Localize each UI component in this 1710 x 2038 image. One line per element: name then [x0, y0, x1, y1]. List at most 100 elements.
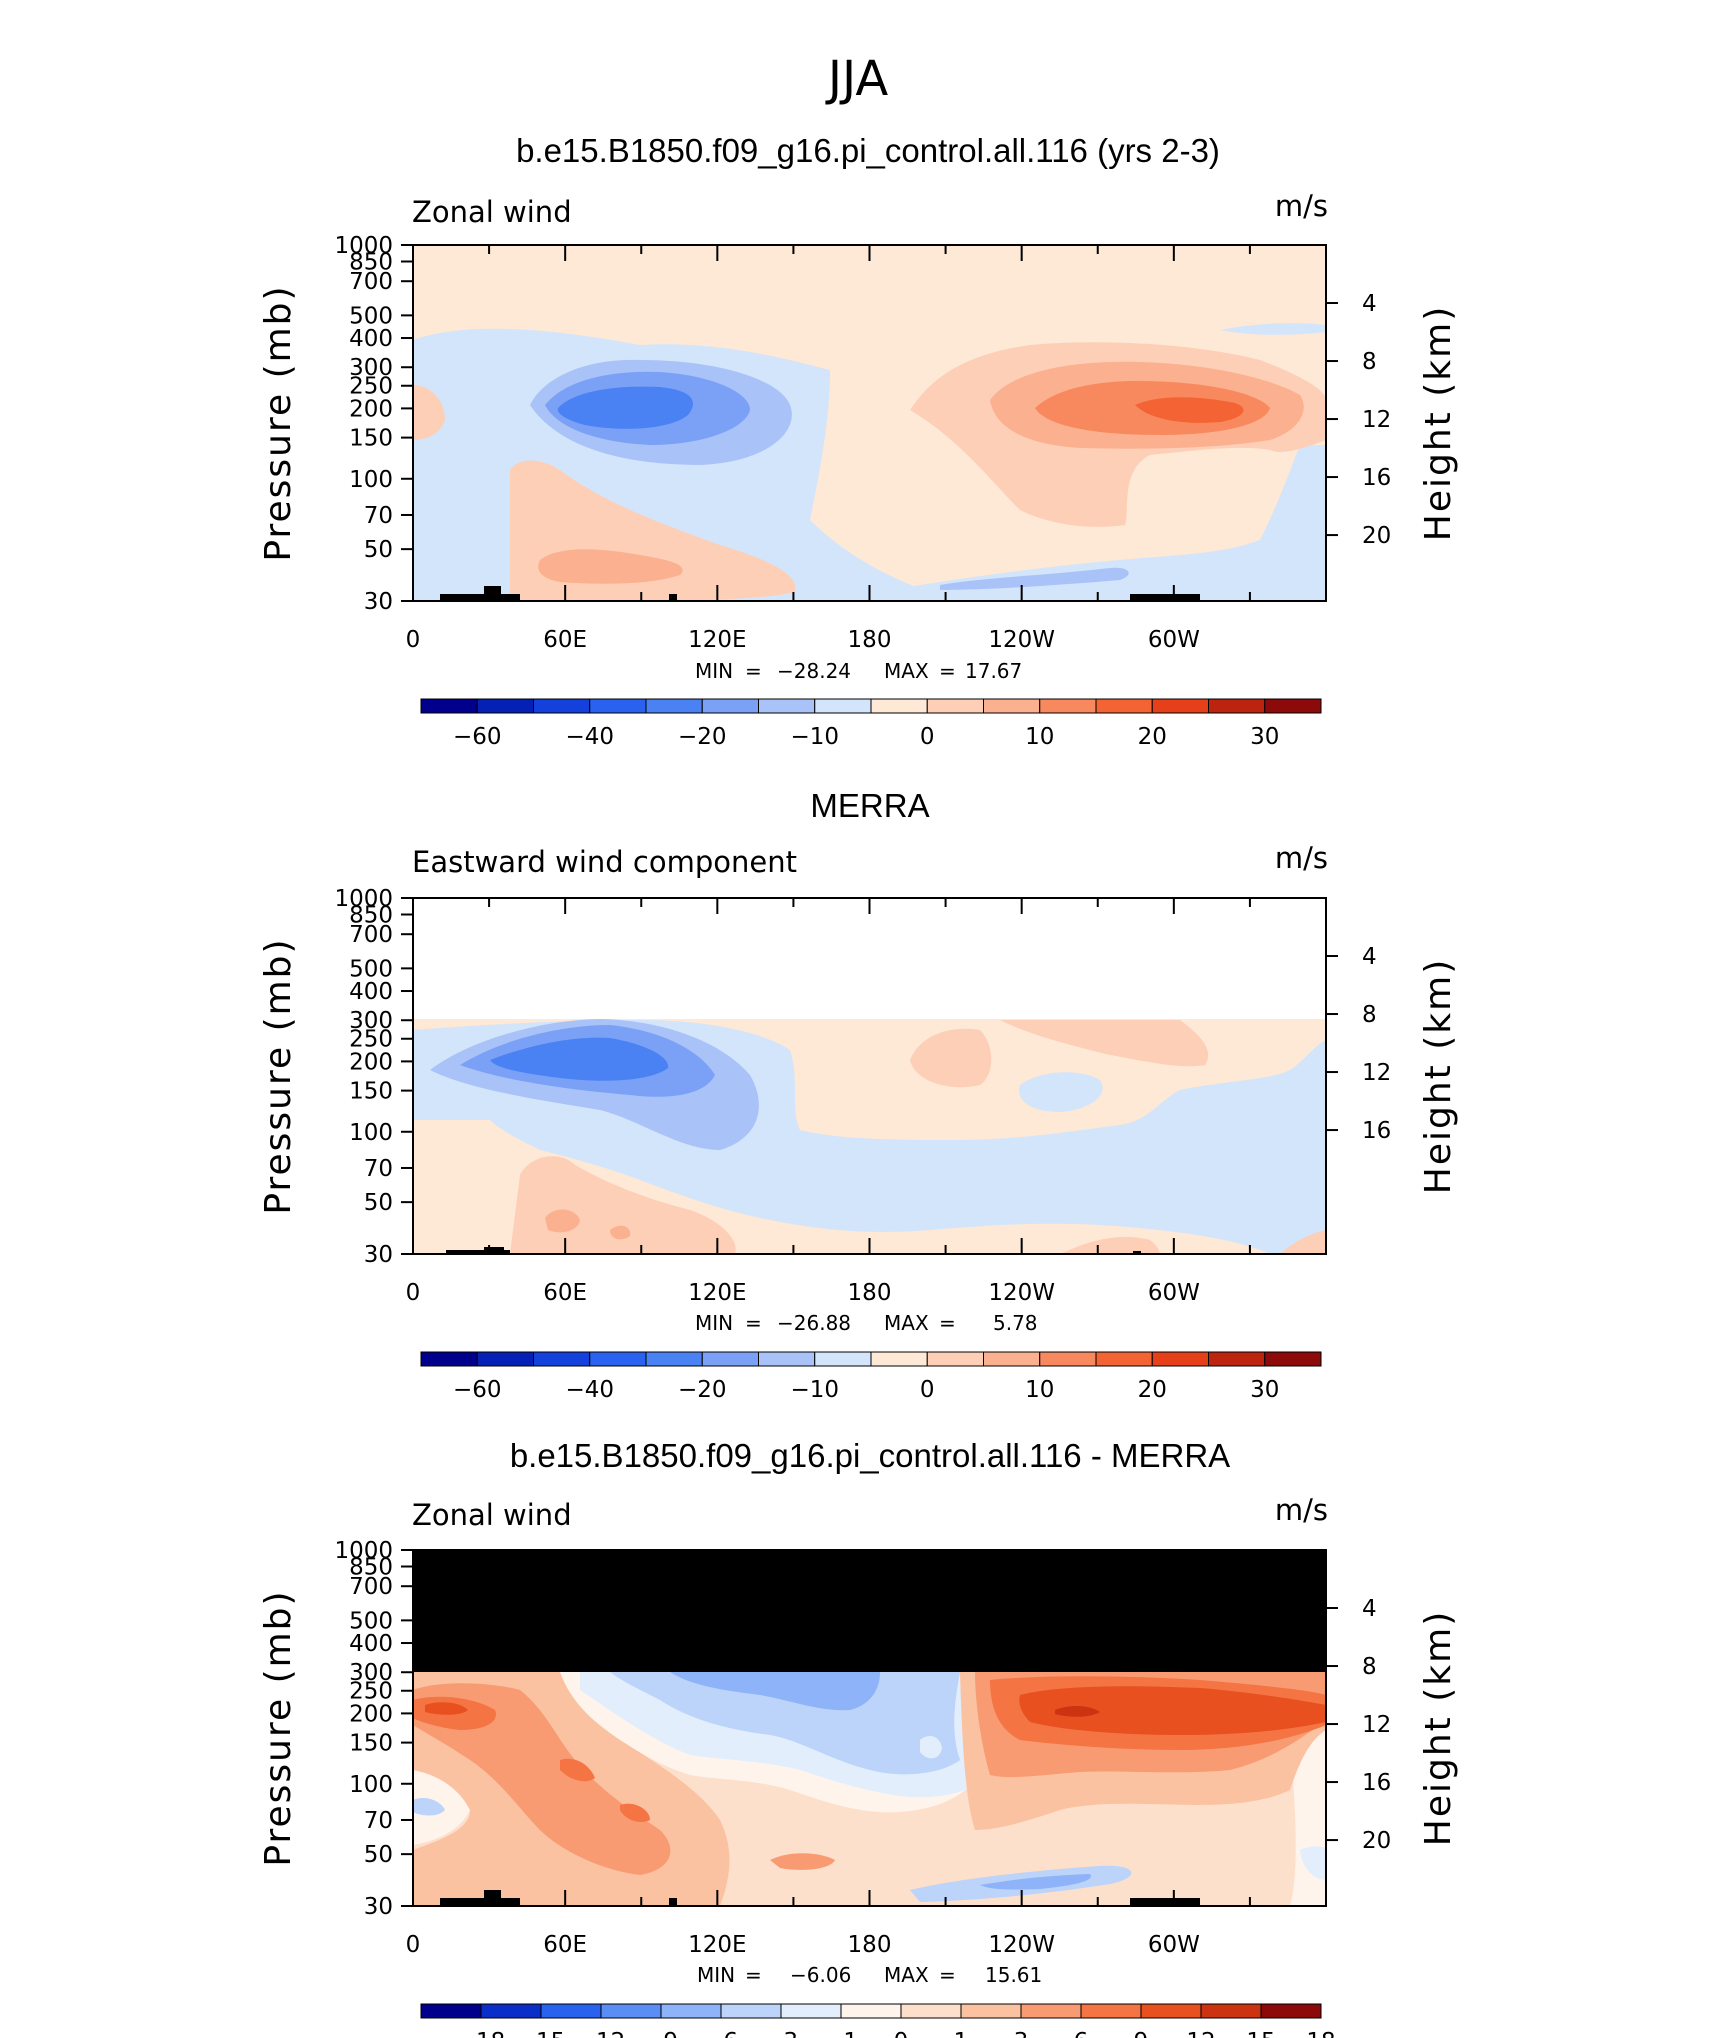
colorbar-swatch: [420, 2003, 482, 2019]
x-tick-label: 120E: [688, 1280, 746, 1306]
y-tick-label: 500: [349, 956, 393, 982]
y-tick-label: 100: [349, 1120, 393, 1146]
colorbar-label: 9: [1134, 2029, 1149, 2038]
svg-text:=: =: [939, 659, 956, 683]
colorbar-label: −10: [790, 1377, 839, 1403]
panel-2-ylabel: Pressure (mb): [258, 937, 299, 1214]
y-tick-label: 150: [349, 1731, 393, 1757]
x-tick-label: 60E: [543, 1932, 587, 1958]
colorbar-swatch: [420, 698, 478, 714]
panel-3-min-value: −6.06: [790, 1963, 851, 1987]
x-tick-label: 120E: [688, 1932, 746, 1958]
y-tick-label: 700: [349, 269, 393, 295]
y-tick-label: 850: [349, 249, 393, 275]
colorbar-label: 20: [1138, 724, 1167, 750]
panel-3-field: [413, 1550, 1326, 1906]
panel-2-left-label: Eastward wind component: [412, 845, 797, 879]
panel-1: b.e15.B1850.f09_g16.pi_control.all.116 (…: [258, 132, 1459, 750]
panel-1-colorbar: −60 −40 −20 −10 0 10 20 30: [420, 698, 1322, 750]
colorbar-swatch: [1039, 1351, 1097, 1367]
x-tick-label: 120W: [988, 1932, 1055, 1958]
y-tick-label: 700: [349, 922, 393, 948]
colorbar-label: 1: [954, 2029, 969, 2038]
panel-2-minmax: MIN = −26.88 MAX = 5.78: [695, 1311, 1038, 1335]
y-tick-label: 50: [364, 1842, 393, 1868]
height-tick-label: 8: [1362, 1002, 1377, 1028]
height-tick-label: 4: [1362, 944, 1377, 970]
colorbar-label: 3: [1014, 2029, 1029, 2038]
y-tick-label: 200: [349, 396, 393, 422]
panel-3-mask: [413, 1550, 1326, 1672]
y-tick-label: 50: [364, 1190, 393, 1216]
colorbar-swatch: [540, 2003, 602, 2019]
y-tick-label: 70: [364, 503, 393, 529]
colorbar-swatch: [1140, 2003, 1202, 2019]
x-tick-label: 180: [848, 1280, 892, 1306]
colorbar-swatch: [476, 1351, 534, 1367]
colorbar-label: −15: [517, 2029, 566, 2038]
panel-1-ylabel-right: Height (km): [1418, 305, 1459, 541]
colorbar-swatch: [814, 698, 872, 714]
colorbar-swatch: [1095, 698, 1153, 714]
y-tick-label: 100: [349, 467, 393, 493]
panel-2-field: [413, 898, 1326, 1254]
colorbar-label: 30: [1250, 724, 1279, 750]
colorbar-label: 15: [1246, 2029, 1275, 2038]
height-tick-label: 16: [1362, 1118, 1391, 1144]
y-tick-label: 70: [364, 1156, 393, 1182]
y-tick-label: 1000: [334, 1538, 393, 1564]
panel-1-minmax: MIN = −28.24 MAX = 17.67: [695, 659, 1022, 683]
colorbar-swatch: [1260, 2003, 1322, 2019]
panel-2-title: MERRA: [810, 787, 929, 824]
y-tick-label: 250: [349, 1679, 393, 1705]
colorbar-swatch: [1080, 2003, 1142, 2019]
colorbar-swatch: [589, 1351, 647, 1367]
colorbar-label: −60: [453, 724, 502, 750]
colorbar-swatch: [589, 698, 647, 714]
figure-title: JJA: [825, 51, 888, 107]
height-tick-label: 12: [1362, 407, 1391, 433]
colorbar-label: −20: [678, 724, 727, 750]
colorbar-label: −40: [565, 1377, 614, 1403]
y-tick-label: 30: [364, 589, 393, 615]
panel-1-min-value: −28.24: [777, 659, 851, 683]
colorbar-swatch: [780, 2003, 842, 2019]
y-tick-label: 400: [349, 1631, 393, 1657]
colorbar-swatch: [600, 2003, 662, 2019]
y-tick-label: 300: [349, 355, 393, 381]
colorbar-swatch: [1200, 2003, 1262, 2019]
colorbar-swatch: [420, 1351, 478, 1367]
y-tick-label: 850: [349, 902, 393, 928]
panel-2-right-label: m/s: [1275, 841, 1328, 875]
height-tick-label: 16: [1362, 1770, 1391, 1796]
colorbar-label: 10: [1025, 724, 1054, 750]
x-tick-label: 60E: [543, 1280, 587, 1306]
panel-1-max-label: MAX: [884, 659, 929, 683]
y-tick-label: 700: [349, 1574, 393, 1600]
colorbar-swatch: [1264, 698, 1322, 714]
x-tick-label: 180: [848, 627, 892, 653]
colorbar-label: −1: [824, 2029, 858, 2038]
x-tick-label: 120E: [688, 627, 746, 653]
panel-1-left-label: Zonal wind: [412, 195, 572, 229]
colorbar-swatch: [1151, 1351, 1209, 1367]
colorbar-swatch: [1039, 698, 1097, 714]
x-tick-label: 0: [406, 1280, 421, 1306]
colorbar-label: −40: [565, 724, 614, 750]
panel-2-ylabel-right: Height (km): [1418, 958, 1459, 1194]
x-tick-label: 120W: [988, 627, 1055, 653]
colorbar-label: −9: [644, 2029, 678, 2038]
height-tick-label: 16: [1362, 465, 1391, 491]
y-tick-label: 150: [349, 426, 393, 452]
panel-3: b.e15.B1850.f09_g16.pi_control.all.116 -…: [258, 1437, 1459, 2038]
colorbar-label: 6: [1074, 2029, 1089, 2038]
panel-2-max-value: 5.78: [993, 1311, 1038, 1335]
colorbar-swatch: [900, 2003, 962, 2019]
colorbar-swatch: [480, 2003, 542, 2019]
panel-2: MERRA Eastward wind component m/s: [258, 787, 1459, 1403]
y-tick-label: 500: [349, 1608, 393, 1634]
colorbar-swatch: [814, 1351, 872, 1367]
colorbar-swatch: [758, 698, 816, 714]
panel-3-left-label: Zonal wind: [412, 1498, 572, 1532]
panel-3-minmax: MIN = −6.06 MAX = 15.61: [697, 1963, 1042, 1987]
